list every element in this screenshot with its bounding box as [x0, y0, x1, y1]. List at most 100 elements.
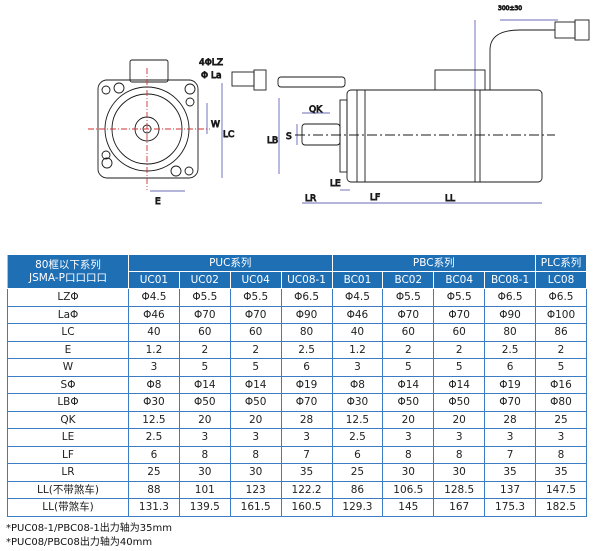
- footnote: *PUC08-1/PBC08-1出力轴为35mm: [6, 523, 172, 534]
- table-cell: Φ4.5: [331, 288, 384, 307]
- table-cell: 20: [433, 410, 486, 429]
- table-cell: 3: [229, 428, 282, 447]
- table-cell: 3: [535, 428, 587, 447]
- table-cell: 80: [280, 323, 333, 342]
- table-cell: 161.5: [229, 498, 282, 517]
- row-label: LL(带煞车): [7, 498, 129, 517]
- table-cell: 1.2: [128, 340, 180, 359]
- table-cell: 12.5: [128, 410, 180, 429]
- table-cell: 5: [178, 358, 231, 377]
- table-cell: 3: [433, 428, 486, 447]
- label-le: LE: [330, 179, 341, 189]
- label-lr: LR: [305, 194, 316, 204]
- table-cell: Φ16: [535, 375, 587, 394]
- table-cell: 2.5: [484, 340, 536, 359]
- table-row: SΦ Φ8 Φ14 Φ14 Φ19 Φ8 Φ14 Φ14 Φ19 Φ16: [7, 375, 587, 394]
- table-cell: 122.2: [280, 480, 333, 499]
- table-row: LZΦ Φ4.5 Φ5.5 Φ5.5 Φ6.5 Φ4.5 Φ5.5 Φ5.5 Φ6.5 Φ6.5: [7, 288, 587, 307]
- table-cell: Φ30: [128, 393, 180, 412]
- table-cell: 7: [280, 445, 333, 464]
- table-cell: 145: [382, 498, 435, 517]
- table-cell: 5: [433, 358, 486, 377]
- table-cell: 86: [535, 323, 587, 342]
- table-cell: 7: [484, 445, 536, 464]
- table-row: QK 12.5 20 20 28 12.5 20 20 28 25: [7, 410, 587, 429]
- row-label: LR: [7, 463, 129, 482]
- table-cell: 167: [433, 498, 486, 517]
- table-row: LL(不带煞车) 88 101 123 122.2 86 106.5 128.5 137 147.…: [7, 480, 587, 499]
- label-lf: LF: [370, 193, 380, 203]
- table-cell: 8: [535, 445, 587, 464]
- table-cell: 40: [128, 323, 180, 342]
- table-row: LBΦ Φ30 Φ50 Φ50 Φ70 Φ30 Φ50 Φ50 Φ70 Φ80: [7, 393, 587, 412]
- table-cell: 30: [382, 463, 435, 482]
- table-cell: 40: [331, 323, 384, 342]
- table-cell: Φ70: [484, 393, 536, 412]
- table-cell: Φ50: [229, 393, 282, 412]
- table-cell: 128.5: [433, 480, 486, 499]
- table-cell: Φ70: [178, 305, 231, 324]
- table-cell: 20: [178, 410, 231, 429]
- table-cell: Φ5.5: [433, 288, 486, 307]
- table-cell: 101: [178, 480, 231, 499]
- row-label: LZΦ: [7, 288, 129, 307]
- label-qk: QK: [309, 105, 323, 115]
- table-cell: 2: [382, 340, 435, 359]
- table-cell: 30: [229, 463, 282, 482]
- label-lc: LC: [223, 130, 234, 140]
- model-header: BC04: [433, 271, 486, 289]
- table-cell: Φ8: [331, 375, 384, 394]
- corner-header: 80框以下系列 JSMA-P口口口口: [7, 254, 129, 289]
- label-s: S: [286, 132, 292, 142]
- table-cell: 25: [535, 410, 587, 429]
- table-cell: Φ14: [382, 375, 435, 394]
- motor-drawing: 4ΦLZ Φ La W LC E QK LB S LE LR LF LL 300…: [88, 5, 590, 207]
- table-cell: Φ70: [382, 305, 435, 324]
- footnote: *PUC08/PBC08出力轴为40mm: [6, 537, 153, 548]
- table-cell: 129.3: [331, 498, 384, 517]
- model-header: UC04: [229, 271, 282, 289]
- table-cell: 3: [484, 428, 536, 447]
- group-pbc: PBC系列: [331, 254, 536, 272]
- table-cell: 3: [280, 428, 333, 447]
- table-cell: 80: [484, 323, 536, 342]
- row-label: LL(不带煞车): [7, 480, 129, 499]
- dimension-table: 80框以下系列 JSMA-P口口口口 PUC系列 PBC系列 PLC系列 UC01…: [7, 254, 587, 517]
- dimension-lines: [150, 19, 558, 204]
- table-cell: 60: [178, 323, 231, 342]
- table-cell: 2: [433, 340, 486, 359]
- table-cell: 88: [128, 480, 180, 499]
- table-row: LaΦ Φ46 Φ70 Φ70 Φ90 Φ46 Φ70 Φ70 Φ90 Φ100: [7, 305, 587, 324]
- table-cell: 3: [128, 358, 180, 377]
- table-cell: 30: [178, 463, 231, 482]
- table-cell: 3: [331, 358, 384, 377]
- table-cell: Φ50: [382, 393, 435, 412]
- table-row: LF 6 8 8 7 6 8 8 7 8: [7, 445, 587, 464]
- corner-line-2: JSMA-P口口口口: [29, 271, 107, 284]
- table-cell: 6: [331, 445, 384, 464]
- table-row: LE 2.5 3 3 3 2.5 3 3 3 3: [7, 428, 587, 447]
- table-cell: 139.5: [178, 498, 231, 517]
- table-row: E 1.2 2 2 2.5 1.2 2 2 2.5 2: [7, 340, 587, 359]
- table-cell: 2: [229, 340, 282, 359]
- table-row: LR 25 30 30 35 25 30 30 35 35: [7, 463, 587, 482]
- table-cell: 8: [178, 445, 231, 464]
- table-cell: Φ6.5: [484, 288, 536, 307]
- table-cell: Φ14: [178, 375, 231, 394]
- label-la: Φ La: [201, 71, 221, 81]
- row-label: E: [7, 340, 129, 359]
- table-cell: 25: [331, 463, 384, 482]
- row-label: SΦ: [7, 375, 129, 394]
- row-label: LC: [7, 323, 129, 342]
- table-cell: 8: [382, 445, 435, 464]
- table-cell: 25: [128, 463, 180, 482]
- row-label: QK: [7, 410, 129, 429]
- row-label: LE: [7, 428, 129, 447]
- row-label: W: [7, 358, 129, 377]
- footnotes: *PUC08-1/PBC08-1出力轴为35mm *PUC08/PBC08出力轴…: [6, 522, 172, 550]
- table-cell: 2.5: [128, 428, 180, 447]
- table-cell: 2: [178, 340, 231, 359]
- label-4lz: 4ΦLZ: [199, 58, 223, 68]
- table-cell: 30: [433, 463, 486, 482]
